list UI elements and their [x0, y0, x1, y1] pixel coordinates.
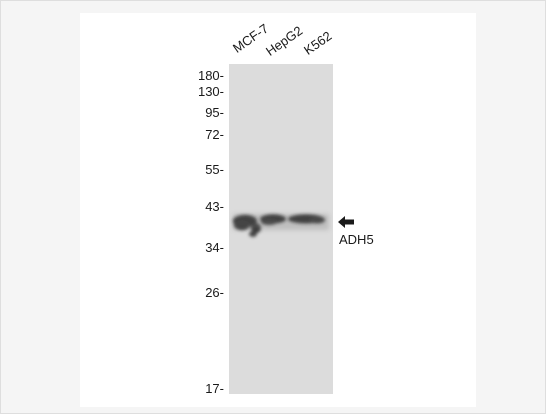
marker-95: 95- — [205, 105, 224, 120]
marker-43: 43- — [205, 199, 224, 214]
marker-180: 180- — [197, 68, 224, 83]
western-blot-membrane — [229, 64, 333, 394]
marker-34: 34- — [205, 240, 224, 255]
blot-bands — [233, 214, 329, 237]
marker-26: 26- — [205, 285, 224, 300]
marker-17: 17- — [205, 381, 224, 396]
target-protein-label: ADH5 — [339, 232, 374, 247]
marker-130: 130- — [197, 84, 224, 99]
marker-72: 72- — [205, 127, 224, 142]
marker-55: 55- — [205, 162, 224, 177]
left-arrow-icon — [338, 216, 354, 228]
